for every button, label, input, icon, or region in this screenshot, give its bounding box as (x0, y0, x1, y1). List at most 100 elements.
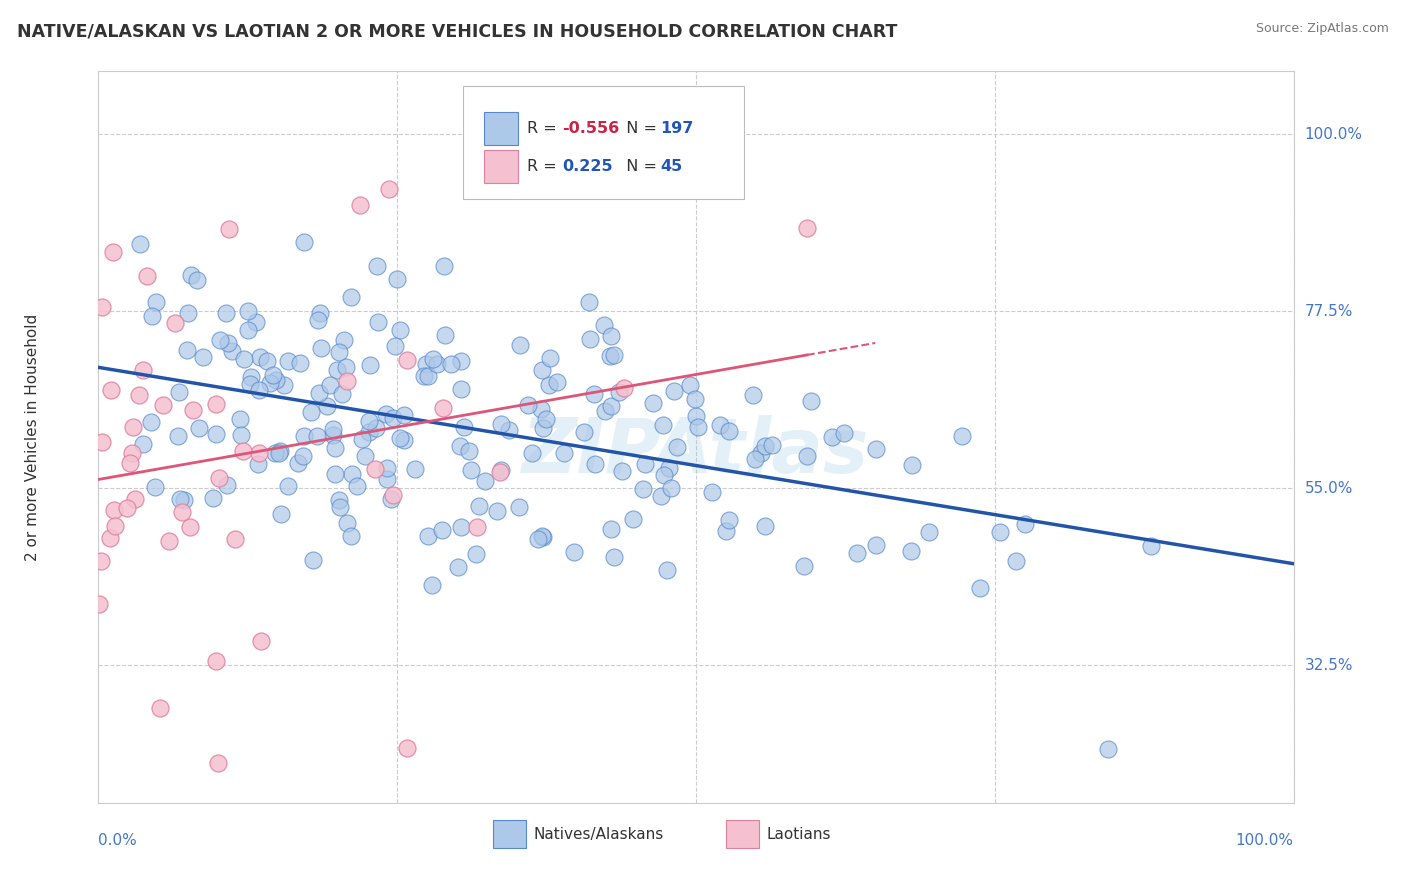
Point (169, 491, 191, 506)
Point (662, 384, 685, 398)
Point (322, 422, 344, 436)
Point (718, 513, 741, 527)
Point (374, 407, 396, 421)
Point (865, 539, 887, 553)
Text: 2 or more Vehicles in Household: 2 or more Vehicles in Household (25, 313, 41, 561)
Point (165, 316, 187, 330)
Point (1097, 742, 1119, 756)
Point (207, 756, 229, 771)
Point (749, 446, 772, 460)
Point (416, 368, 439, 383)
Text: Source: ZipAtlas.com: Source: ZipAtlas.com (1256, 22, 1389, 36)
Point (655, 563, 678, 577)
Point (187, 421, 209, 435)
Point (652, 417, 675, 432)
Point (349, 198, 371, 212)
Point (387, 272, 409, 286)
Point (468, 499, 491, 513)
Point (173, 493, 195, 508)
Point (148, 701, 170, 715)
Point (292, 449, 315, 463)
Point (375, 472, 398, 486)
Point (232, 444, 254, 458)
Point (613, 381, 636, 395)
Point (450, 520, 472, 534)
Point (292, 429, 315, 443)
Point (603, 348, 626, 362)
Point (245, 315, 267, 329)
Point (205, 654, 228, 668)
Point (273, 378, 295, 392)
Point (969, 581, 991, 595)
Point (309, 341, 332, 355)
Point (359, 358, 381, 372)
Point (533, 421, 555, 435)
Point (346, 479, 368, 493)
Point (380, 491, 402, 506)
Point (179, 520, 201, 534)
Point (205, 427, 228, 442)
Point (744, 452, 766, 467)
Text: 45: 45 (661, 160, 682, 174)
Point (395, 352, 418, 367)
Point (900, 543, 922, 558)
Point (650, 489, 672, 503)
Point (335, 359, 357, 374)
Point (821, 430, 844, 444)
Point (631, 482, 654, 496)
Point (641, 396, 664, 410)
Point (336, 374, 359, 388)
Point (167, 385, 190, 400)
Point (238, 322, 260, 336)
Point (240, 369, 263, 384)
Point (262, 368, 284, 383)
Point (152, 399, 174, 413)
Point (364, 462, 387, 476)
Point (193, 350, 215, 364)
Point (323, 441, 346, 455)
Point (392, 433, 415, 447)
Point (264, 373, 287, 387)
Point (208, 333, 231, 347)
Point (91, 301, 114, 315)
Point (308, 386, 330, 401)
Point (901, 458, 924, 472)
Point (259, 376, 281, 390)
Point (366, 260, 388, 274)
Text: 100.0%: 100.0% (1305, 127, 1362, 142)
Point (221, 344, 243, 359)
Point (508, 500, 530, 514)
Point (412, 369, 434, 384)
Point (229, 428, 252, 442)
Text: N =: N = (616, 160, 662, 174)
Point (600, 522, 623, 536)
Point (249, 350, 271, 364)
Point (562, 545, 585, 559)
Point (603, 550, 626, 565)
Point (717, 424, 740, 438)
Point (950, 429, 973, 443)
Point (621, 512, 644, 526)
Point (396, 740, 419, 755)
Point (292, 235, 315, 250)
Point (366, 421, 388, 435)
Point (714, 524, 737, 539)
Point (181, 403, 204, 417)
Point (796, 221, 818, 235)
Point (458, 443, 481, 458)
Point (392, 408, 415, 422)
Point (180, 268, 202, 283)
Point (572, 425, 595, 439)
Point (299, 405, 322, 419)
Point (98, 532, 121, 546)
Point (700, 485, 723, 500)
Point (232, 352, 254, 367)
Point (217, 335, 239, 350)
Text: ZIPAtlas: ZIPAtlas (522, 415, 870, 489)
Point (918, 525, 941, 540)
Point (531, 529, 554, 543)
Point (464, 547, 486, 561)
Point (527, 532, 550, 546)
Point (1014, 517, 1036, 532)
Text: R =: R = (527, 120, 562, 136)
